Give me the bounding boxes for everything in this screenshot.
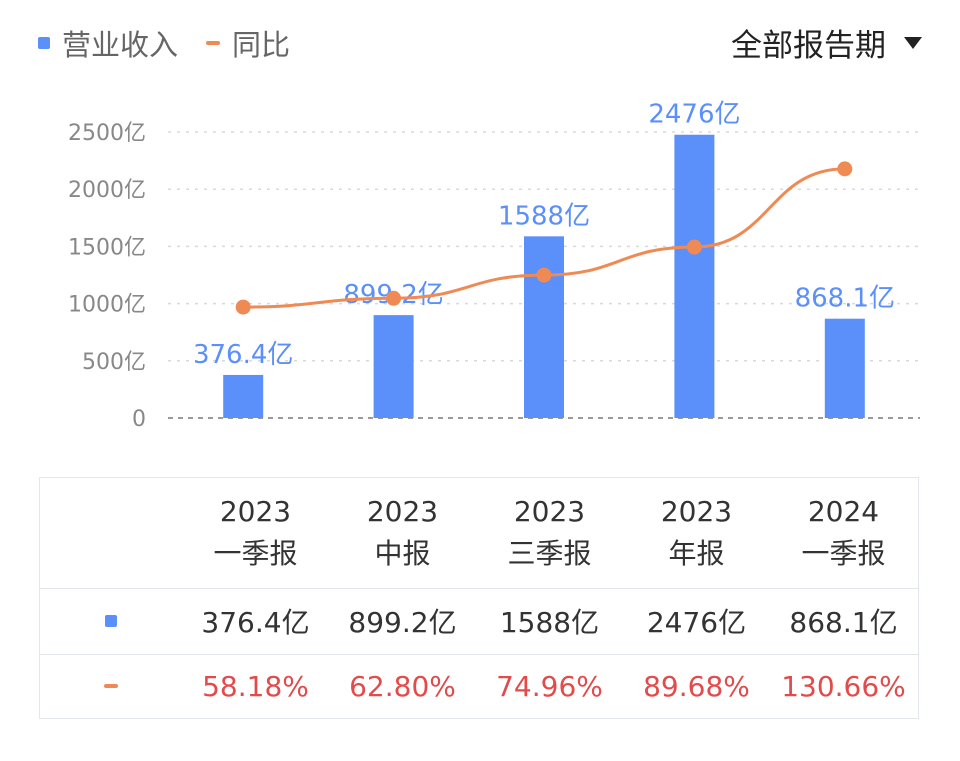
period-selector[interactable]: 全部报告期: [731, 20, 922, 65]
y-tick-label: 2500亿: [68, 121, 146, 146]
bar-value-label: 868.1亿: [795, 284, 895, 314]
legend-line-swatch: [206, 41, 221, 45]
bar-value-label: 376.4亿: [193, 340, 293, 370]
revenue-bar: [223, 374, 264, 418]
header-period: 年报: [668, 537, 725, 570]
y-tick-label: 500亿: [82, 350, 146, 375]
row-legend-cell: [40, 588, 182, 654]
legend-bar-swatch: [38, 37, 50, 49]
revenue-cell: 1588亿: [499, 606, 600, 639]
caret-down-icon: [904, 36, 922, 49]
yoy-cell: 89.68%: [643, 669, 750, 703]
yoy-cell: 58.18%: [202, 669, 309, 703]
chart-legend: 营业收入 同比: [38, 22, 306, 64]
revenue-cell: 2476亿: [646, 606, 747, 639]
bar-value-label: 1588亿: [498, 201, 590, 231]
yoy-point: [686, 239, 702, 255]
header-year: 2023: [366, 495, 439, 528]
line-swatch-icon: [104, 684, 118, 688]
bar-value-label: 2476亿: [648, 100, 740, 130]
yoy-cell: 130.66%: [781, 669, 906, 703]
y-tick-label: 2000亿: [68, 178, 146, 203]
table-header-cell: 2023 一季报: [182, 478, 329, 588]
yoy-line: [243, 167, 845, 309]
legend-revenue-label: 营业收入: [62, 28, 179, 62]
table-header-cell: 2023 年报: [623, 478, 770, 588]
yoy-point: [837, 161, 853, 177]
table-header-cell: 2024 一季报: [770, 478, 917, 588]
yoy-point: [536, 267, 552, 283]
header-period: 一季报: [801, 537, 886, 570]
period-selector-label: 全部报告期: [731, 28, 886, 64]
revenue-chart: 0500亿1000亿1500亿2000亿2500亿376.4亿899.2亿158…: [68, 100, 920, 432]
header-period: 一季报: [213, 537, 298, 570]
header-period: 三季报: [507, 537, 592, 570]
table-header-row: 2023 一季报 2023 中报 2023 三季报 2023 年报 2024 一…: [40, 478, 918, 589]
revenue-cell: 868.1亿: [789, 606, 898, 639]
y-tick-label: 1000亿: [68, 293, 146, 318]
y-tick-label: 0: [132, 407, 146, 432]
revenue-bar: [674, 134, 715, 418]
yoy-point: [235, 299, 251, 315]
legend-yoy-label: 同比: [232, 28, 291, 62]
y-tick-label: 1500亿: [68, 235, 146, 260]
header-year: 2023: [660, 495, 733, 528]
header-period: 中报: [374, 537, 431, 570]
header-year: 2023: [513, 495, 586, 528]
legend-item-revenue[interactable]: 营业收入: [38, 22, 178, 64]
yoy-point: [386, 290, 402, 306]
revenue-bar: [524, 236, 564, 418]
data-table: 2023 一季报 2023 中报 2023 三季报 2023 年报 2024 一…: [39, 477, 919, 719]
revenue-cell: 899.2亿: [348, 606, 457, 639]
header-year: 2024: [807, 495, 880, 528]
table-header-cell: 2023 中报: [329, 478, 476, 588]
revenue-bar: [373, 315, 414, 418]
header-year: 2023: [219, 495, 292, 528]
revenue-bar: [824, 318, 865, 418]
revenue-cell: 376.4亿: [201, 606, 310, 639]
table-corner-cell: [40, 478, 182, 588]
table-row-yoy: 58.18% 62.80% 74.96% 89.68% 130.66%: [40, 654, 918, 718]
row-legend-cell: [40, 654, 182, 718]
legend-item-yoy[interactable]: 同比: [206, 22, 290, 64]
table-header-cell: 2023 三季报: [476, 478, 623, 588]
yoy-cell: 74.96%: [496, 669, 603, 703]
table-row-revenue: 376.4亿 899.2亿 1588亿 2476亿 868.1亿: [40, 588, 918, 655]
yoy-cell: 62.80%: [349, 669, 456, 703]
bar-swatch-icon: [105, 615, 117, 627]
